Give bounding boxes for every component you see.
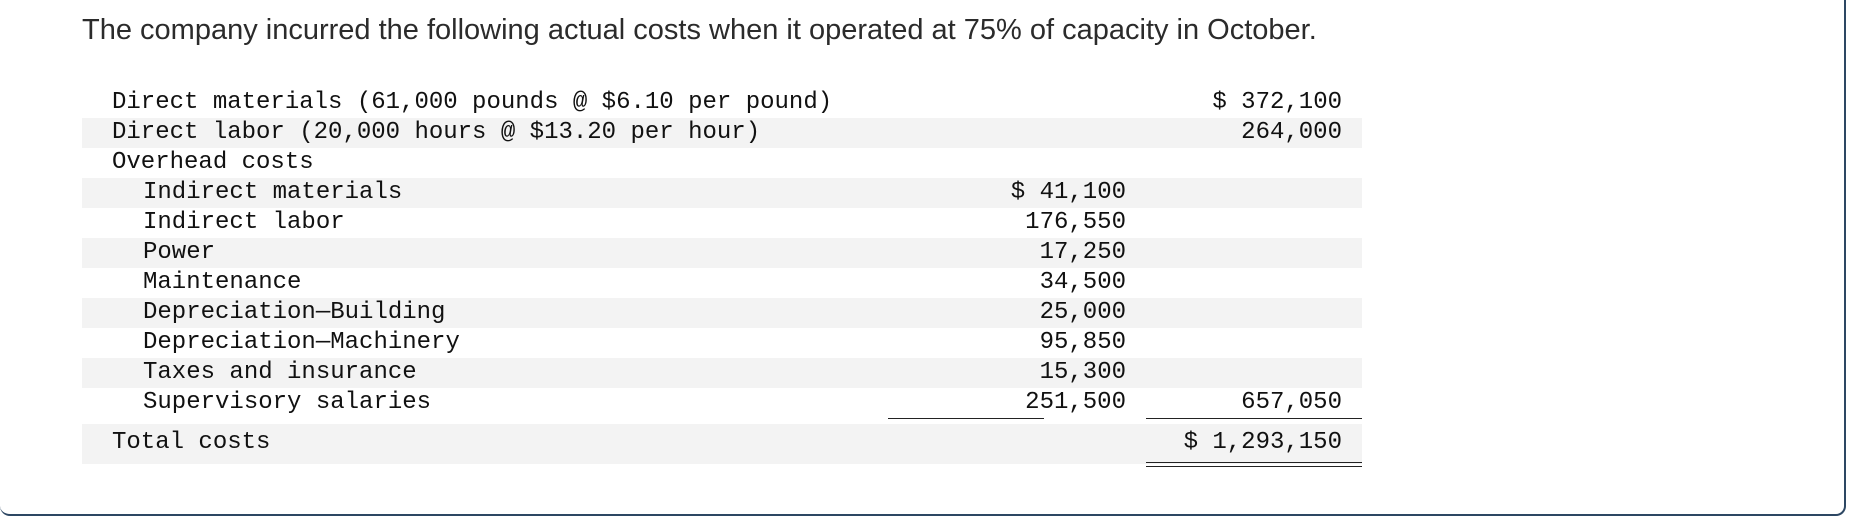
table-row: Indirect materials $ 41,100	[82, 178, 1362, 208]
table-row: Direct materials (61,000 pounds @ $6.10 …	[82, 88, 1362, 118]
total-amount: 264,000	[1241, 119, 1342, 146]
row-label: Overhead costs	[112, 149, 314, 176]
row-label: Direct labor (20,000 hours @ $13.20 per …	[112, 119, 761, 146]
overhead-amount: 25,000	[1039, 299, 1126, 326]
table-row: Power 17,250	[82, 238, 1362, 268]
row-label: Depreciation—Building	[143, 299, 446, 326]
table-row: Maintenance 34,500	[82, 268, 1362, 298]
overhead-amount: 176,550	[1025, 209, 1126, 236]
row-label: Supervisory salaries	[143, 389, 432, 416]
row-label: Indirect materials	[143, 179, 403, 206]
row-label: Power	[143, 239, 216, 266]
row-label: Taxes and insurance	[143, 359, 417, 386]
overhead-amount: $ 41,100	[1010, 179, 1126, 206]
table-row: Overhead costs	[82, 148, 1362, 178]
total-label: Total costs	[112, 429, 271, 456]
overhead-amount: 17,250	[1039, 239, 1126, 266]
table-row: Taxes and insurance 15,300	[82, 358, 1362, 388]
table-row: Supervisory salaries 251,500 657,050	[82, 388, 1362, 418]
overhead-amount: 95,850	[1039, 329, 1126, 356]
overhead-amount: 34,500	[1039, 269, 1126, 296]
overhead-amount: 15,300	[1039, 359, 1126, 386]
row-label: Indirect labor	[143, 209, 345, 236]
total-row: Total costs $ 1,293,150	[82, 424, 1362, 464]
table-row: Indirect labor 176,550	[82, 208, 1362, 238]
subtotal-rule-total-column	[1146, 418, 1362, 419]
row-label: Direct materials (61,000 pounds @ $6.10 …	[112, 89, 833, 116]
intro-text: The company incurred the following actua…	[82, 14, 1317, 46]
table-row: Direct labor (20,000 hours @ $13.20 per …	[82, 118, 1362, 148]
row-label: Depreciation—Machinery	[143, 329, 460, 356]
cost-table: Direct materials (61,000 pounds @ $6.10 …	[82, 88, 1362, 418]
row-label: Maintenance	[143, 269, 302, 296]
grand-total-double-rule	[1146, 462, 1362, 467]
total-amount: 657,050	[1241, 389, 1342, 416]
table-row: Depreciation—Machinery 95,850	[82, 328, 1362, 358]
overhead-amount: 251,500	[1025, 389, 1126, 416]
total-amount: $ 372,100	[1212, 89, 1342, 116]
total-value: $ 1,293,150	[1183, 429, 1342, 456]
table-row: Depreciation—Building 25,000	[82, 298, 1362, 328]
subtotal-rule	[888, 418, 1044, 419]
